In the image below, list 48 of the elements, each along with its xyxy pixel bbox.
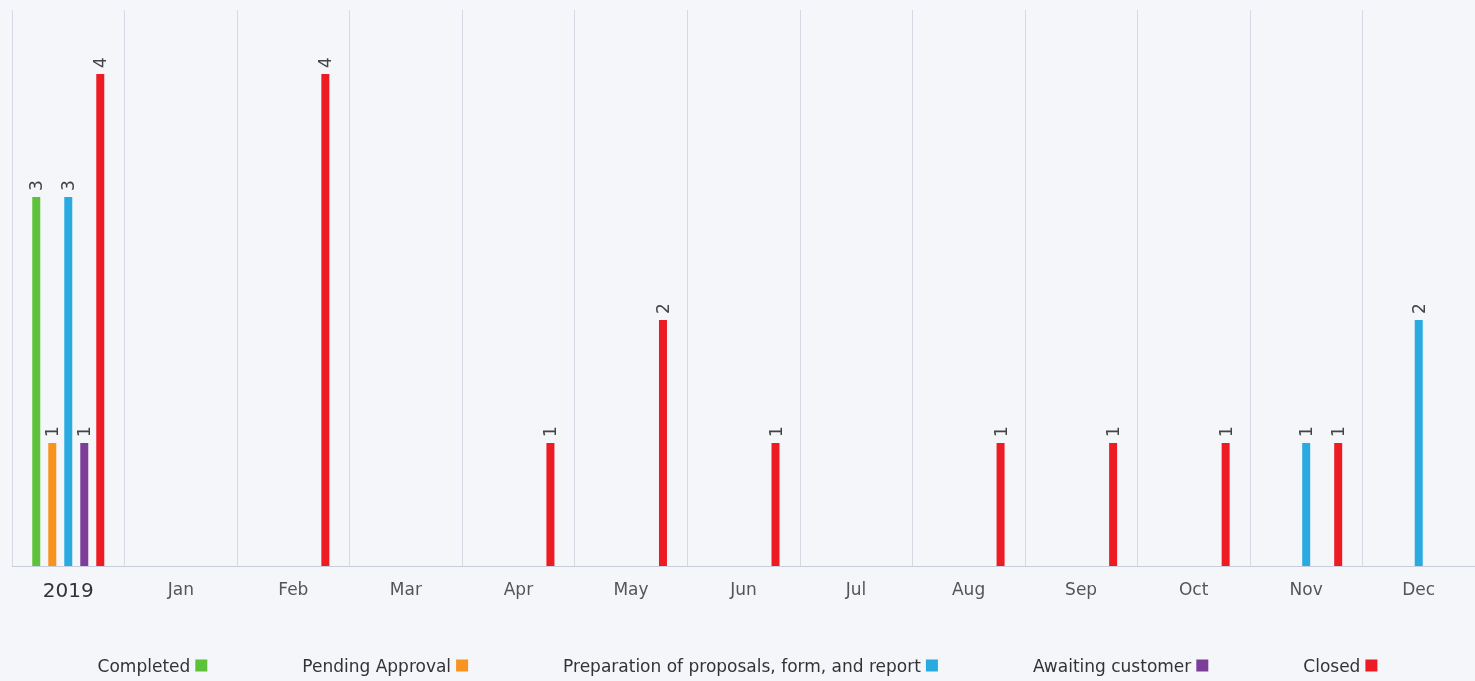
x-tick-label: Jun (729, 578, 757, 599)
bar (1334, 442, 1343, 566)
data-label: 1 (1328, 426, 1349, 437)
bar (996, 442, 1005, 566)
x-tick-label: Mar (389, 578, 422, 599)
x-tick-label: Feb (278, 578, 309, 599)
x-tick-label: 2019 (42, 578, 94, 602)
data-label: 1 (1215, 426, 1236, 437)
data-label: 1 (42, 426, 63, 437)
bar (321, 73, 330, 566)
x-tick-label: Dec (1402, 578, 1436, 599)
data-label: 2 (1408, 303, 1429, 314)
x-tick-label: Aug (951, 578, 986, 599)
x-tick-label: Oct (1178, 578, 1209, 599)
legend-label: Awaiting customer (1032, 655, 1192, 676)
data-label: 4 (90, 57, 111, 68)
x-tick-label: Jan (166, 578, 194, 599)
x-tick-label: Nov (1289, 578, 1323, 599)
bar (48, 442, 57, 566)
bar (546, 442, 555, 566)
bar (32, 196, 41, 566)
bar (80, 442, 89, 566)
x-tick-label: May (613, 578, 649, 599)
x-tick-label: Jul (844, 578, 867, 599)
bar (96, 73, 105, 566)
data-label: 1 (1296, 426, 1317, 437)
bar (1302, 442, 1311, 566)
legend-label: Pending Approval (302, 655, 452, 676)
legend-label: Closed (1303, 655, 1361, 676)
x-tick-label: Apr (503, 578, 534, 599)
data-label: 1 (1103, 426, 1124, 437)
data-label: 2 (652, 303, 673, 314)
data-label: 1 (990, 426, 1011, 437)
bar (771, 442, 780, 566)
data-label: 1 (540, 426, 561, 437)
bar (658, 319, 667, 566)
data-label: 3 (26, 180, 47, 191)
bar (1221, 442, 1230, 566)
data-label: 1 (765, 426, 786, 437)
legend-label: Preparation of proposals, form, and report (563, 655, 922, 676)
x-tick-label: Sep (1065, 578, 1098, 599)
bar (64, 196, 73, 566)
bar (1109, 442, 1118, 566)
legend-label: Completed (97, 655, 191, 676)
data-label: 4 (315, 57, 336, 68)
bar (1414, 319, 1423, 566)
data-label: 3 (58, 180, 79, 191)
data-label: 1 (74, 426, 95, 437)
